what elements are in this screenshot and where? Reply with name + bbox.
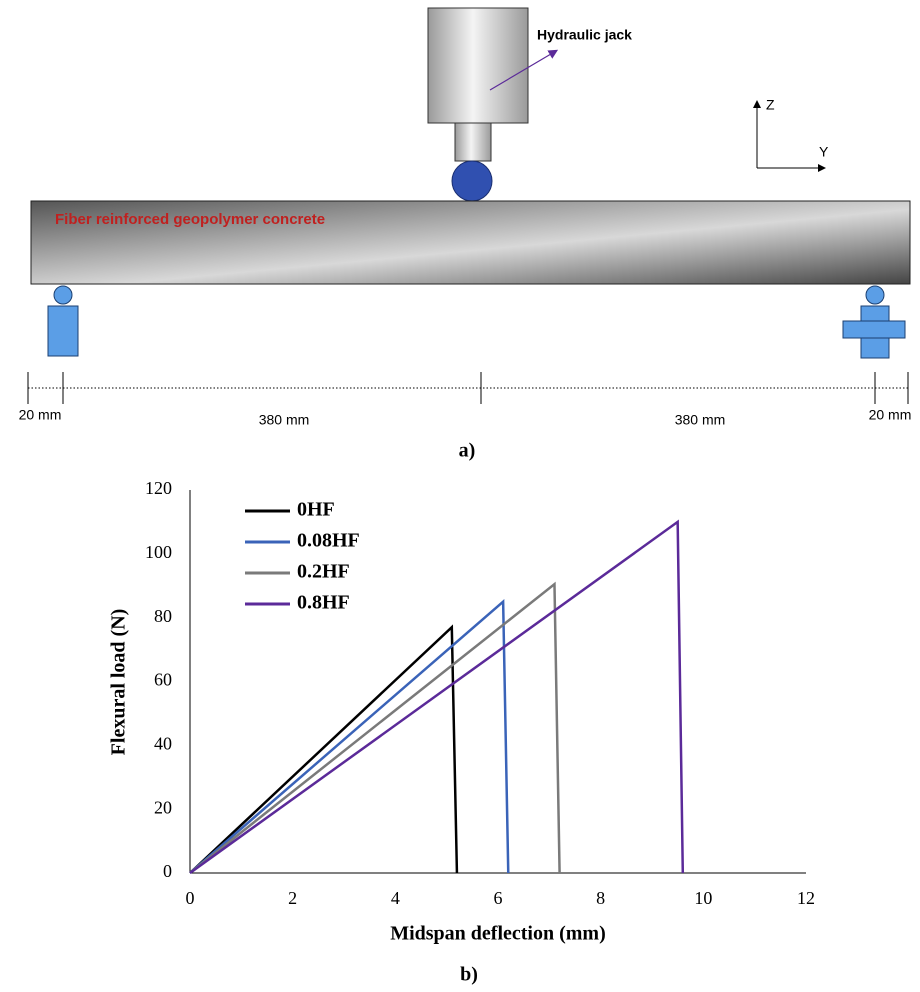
dimension-label: 20 mm bbox=[19, 407, 62, 423]
jack-label: Hydraulic jack bbox=[537, 27, 632, 43]
caption: a) bbox=[459, 440, 476, 462]
legend-label: 0.8HF bbox=[297, 592, 350, 614]
legend-label: 0.2HF bbox=[297, 561, 350, 583]
dimension-label: 380 mm bbox=[259, 412, 310, 428]
z-label: Z bbox=[766, 97, 775, 113]
legend-label: 0HF bbox=[297, 499, 335, 521]
y-label: Y bbox=[819, 144, 829, 160]
jack-body bbox=[427, 7, 529, 124]
x-tick-label: 2 bbox=[288, 888, 297, 908]
y-tick-label: 120 bbox=[145, 478, 172, 498]
series-line bbox=[189, 581, 561, 874]
beam-label: Fiber reinforced geopolymer concrete bbox=[55, 211, 325, 228]
x-tick-label: 4 bbox=[391, 888, 400, 908]
x-axis-label: Midspan deflection (mm) bbox=[390, 923, 606, 945]
beam bbox=[30, 200, 911, 285]
support-pin bbox=[53, 285, 73, 305]
jack-arrow bbox=[489, 49, 559, 91]
y-tick-label: 0 bbox=[163, 861, 172, 881]
support-roller bbox=[842, 320, 906, 339]
support-left bbox=[47, 305, 79, 357]
y-tick-label: 80 bbox=[154, 606, 172, 626]
y-tick-label: 40 bbox=[154, 733, 172, 753]
legend-label: 0.08HF bbox=[297, 530, 360, 552]
dimension-label: 20 mm bbox=[869, 407, 912, 423]
dimension-label: 380 mm bbox=[675, 412, 726, 428]
dimension-ticks bbox=[27, 372, 909, 404]
chart: Midspan deflection (mm) Flexural load (N… bbox=[108, 478, 815, 985]
support-pin bbox=[865, 285, 885, 305]
y-tick-label: 100 bbox=[145, 542, 172, 562]
y-tick-label: 60 bbox=[154, 670, 172, 690]
x-tick-label: 0 bbox=[186, 888, 195, 908]
series-line bbox=[189, 519, 685, 875]
diagram: Hydraulic jack Z Y Fiber reinforced geop… bbox=[19, 7, 912, 462]
y-axis-label: Flexural load (N) bbox=[108, 609, 130, 756]
series-line bbox=[189, 624, 459, 874]
x-tick-label: 10 bbox=[694, 888, 712, 908]
caption: b) bbox=[460, 964, 478, 986]
x-tick-label: 6 bbox=[494, 888, 503, 908]
y-tick-label: 20 bbox=[154, 797, 172, 817]
load-ball bbox=[451, 160, 493, 202]
series-line bbox=[189, 599, 510, 874]
jack-piston bbox=[454, 122, 492, 162]
x-tick-label: 12 bbox=[797, 888, 815, 908]
x-tick-label: 8 bbox=[596, 888, 605, 908]
